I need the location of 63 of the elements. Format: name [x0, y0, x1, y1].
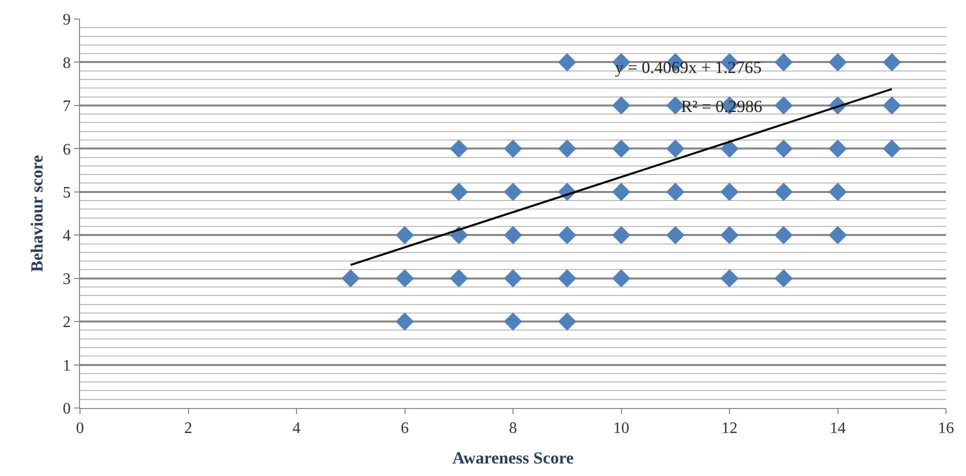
- point: [558, 312, 576, 331]
- point: [774, 53, 793, 72]
- x-tick-label: 4: [292, 420, 300, 438]
- y-tick-label: 1: [62, 357, 71, 374]
- x-tick-label: 2: [184, 420, 192, 438]
- point: [612, 182, 630, 201]
- y-tick-label: 3: [62, 270, 71, 288]
- point: [774, 269, 793, 288]
- point: [720, 182, 739, 201]
- point: [774, 182, 793, 201]
- y-tick-label: 6: [62, 141, 71, 158]
- point: [450, 269, 468, 288]
- y-tick-label: 5: [62, 184, 71, 202]
- y-tick-label: 9: [62, 12, 71, 29]
- point: [774, 140, 793, 158]
- x-tick-label: 10: [613, 420, 630, 438]
- point: [396, 312, 414, 331]
- x-tick-label: 12: [722, 420, 738, 438]
- point: [720, 226, 739, 244]
- point: [396, 269, 414, 288]
- y-tick-label: 8: [62, 54, 71, 72]
- point: [828, 140, 847, 158]
- y-axis-title: Behaviour score: [27, 154, 46, 272]
- point: [504, 140, 522, 158]
- point: [666, 182, 684, 201]
- point: [612, 96, 630, 115]
- point: [828, 226, 847, 244]
- point: [774, 226, 793, 244]
- point: [666, 140, 684, 158]
- point: [558, 140, 576, 158]
- x-tick-label: 14: [830, 420, 846, 438]
- y-tick-label: 7: [62, 98, 71, 116]
- point: [504, 269, 522, 288]
- point: [558, 53, 576, 72]
- y-tick-label: 4: [62, 228, 71, 245]
- point: [720, 269, 739, 288]
- point: [558, 226, 576, 244]
- x-tick-label: 6: [400, 420, 409, 438]
- point: [450, 182, 468, 201]
- point: [504, 312, 522, 331]
- x-tick-label: 8: [509, 420, 517, 438]
- point: [558, 269, 576, 288]
- x-axis-title: Awareness Score: [452, 448, 574, 468]
- point: [342, 269, 360, 288]
- y-tick-label: 0: [62, 400, 71, 418]
- x-tick-label: 0: [76, 420, 84, 438]
- point: [774, 96, 793, 115]
- point: [612, 226, 630, 244]
- point: [504, 182, 522, 201]
- point: [504, 226, 522, 244]
- point: [396, 226, 414, 244]
- y-tick-label: 2: [62, 314, 71, 332]
- point: [882, 96, 901, 115]
- point: [450, 140, 468, 158]
- x-tick-label: 16: [938, 420, 954, 438]
- point: [666, 226, 684, 244]
- point: [612, 269, 630, 288]
- point: [720, 140, 739, 158]
- point: [882, 53, 901, 72]
- point: [882, 140, 901, 158]
- point: [828, 182, 847, 201]
- point: [612, 140, 630, 158]
- point: [828, 53, 847, 72]
